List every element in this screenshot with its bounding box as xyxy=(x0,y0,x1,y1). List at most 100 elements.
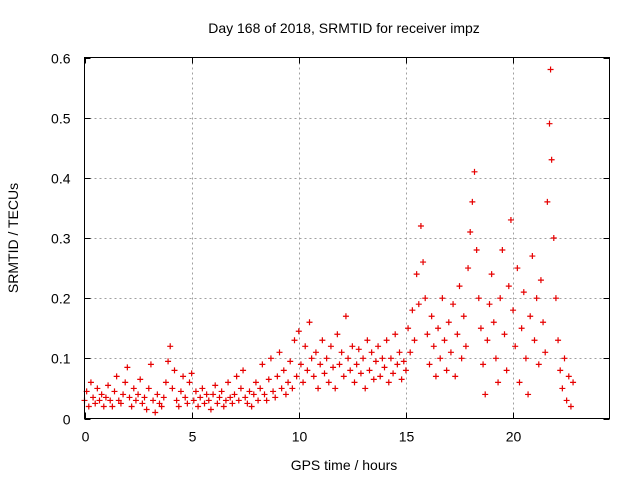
y-tick-label: 0.4 xyxy=(51,171,71,187)
data-point xyxy=(422,295,429,302)
data-point xyxy=(165,358,172,365)
data-point xyxy=(291,337,298,344)
data-point xyxy=(529,253,536,260)
data-point xyxy=(154,391,161,398)
data-point xyxy=(550,235,557,241)
data-point xyxy=(302,343,309,350)
data-point xyxy=(552,295,559,302)
data-point xyxy=(366,367,373,374)
data-point xyxy=(317,361,324,368)
data-point xyxy=(505,283,512,290)
data-point xyxy=(192,388,199,395)
data-point xyxy=(214,400,221,407)
data-point xyxy=(411,337,418,344)
data-point xyxy=(396,349,403,356)
data-point xyxy=(171,367,178,374)
data-point xyxy=(499,247,506,254)
data-point xyxy=(471,168,478,175)
data-point xyxy=(430,343,437,350)
data-point xyxy=(308,355,315,362)
x-tick-label: 5 xyxy=(189,429,197,445)
data-point xyxy=(175,403,182,410)
data-point xyxy=(510,307,517,314)
data-point xyxy=(156,400,163,407)
data-point xyxy=(117,400,124,407)
data-point xyxy=(370,376,377,383)
data-point xyxy=(420,259,427,266)
data-point xyxy=(336,361,343,368)
data-point xyxy=(205,397,212,404)
data-point xyxy=(207,406,214,413)
data-point xyxy=(548,156,555,163)
data-point xyxy=(488,271,495,278)
data-point xyxy=(520,289,527,296)
data-point xyxy=(124,364,131,371)
data-point xyxy=(533,295,540,302)
data-point xyxy=(315,385,322,392)
data-point xyxy=(484,337,491,344)
data-point xyxy=(525,391,532,398)
x-tick-label: 15 xyxy=(399,429,415,445)
data-point xyxy=(450,301,457,308)
data-point xyxy=(327,343,334,350)
data-point xyxy=(394,361,401,368)
data-point xyxy=(417,222,424,229)
data-point xyxy=(447,349,454,356)
data-point xyxy=(402,367,409,374)
data-point xyxy=(347,367,354,374)
data-point xyxy=(390,370,397,377)
data-point xyxy=(300,379,307,386)
data-point xyxy=(122,379,129,386)
data-point xyxy=(248,403,255,410)
data-point xyxy=(218,388,225,395)
data-point xyxy=(368,349,375,356)
axis-ticks: 0 5 10 15 20 0 0.1 0.2 0.3 0.4 0.5 0.6 xyxy=(51,51,610,445)
data-point xyxy=(105,382,112,389)
data-point xyxy=(312,349,319,356)
data-point xyxy=(490,319,497,326)
data-point xyxy=(107,397,114,404)
data-point xyxy=(295,328,302,335)
data-point xyxy=(195,403,202,410)
data-point xyxy=(428,313,435,320)
data-point xyxy=(469,198,476,205)
data-point xyxy=(398,376,405,383)
data-point xyxy=(480,361,487,368)
data-point xyxy=(424,331,431,338)
data-point xyxy=(426,361,433,368)
data-point xyxy=(462,343,469,350)
y-tick-label: 0.1 xyxy=(51,351,71,367)
data-point xyxy=(85,403,92,410)
data-point xyxy=(400,358,407,365)
data-point xyxy=(237,385,244,392)
data-point xyxy=(392,331,399,338)
data-point xyxy=(263,397,270,404)
data-point xyxy=(458,355,465,362)
data-point xyxy=(261,391,268,398)
data-point xyxy=(90,394,97,401)
data-point xyxy=(120,391,127,398)
data-point xyxy=(377,373,384,380)
data-point xyxy=(495,379,502,386)
data-point xyxy=(385,379,392,386)
data-point xyxy=(128,403,135,410)
data-point xyxy=(162,379,169,386)
data-point xyxy=(353,361,360,368)
y-tick-label: 0.2 xyxy=(51,291,71,307)
data-point xyxy=(257,385,264,392)
data-point xyxy=(379,355,386,362)
data-point xyxy=(297,361,304,368)
data-point xyxy=(456,283,463,290)
data-point xyxy=(357,370,364,377)
data-point xyxy=(150,397,157,404)
data-point xyxy=(355,346,362,353)
data-point xyxy=(270,388,277,395)
data-point xyxy=(364,337,371,344)
data-point xyxy=(467,228,474,235)
data-point xyxy=(137,376,144,383)
data-point xyxy=(409,307,416,314)
data-point xyxy=(231,391,238,398)
data-point xyxy=(445,319,452,326)
data-point xyxy=(100,403,107,410)
data-point xyxy=(145,385,152,392)
